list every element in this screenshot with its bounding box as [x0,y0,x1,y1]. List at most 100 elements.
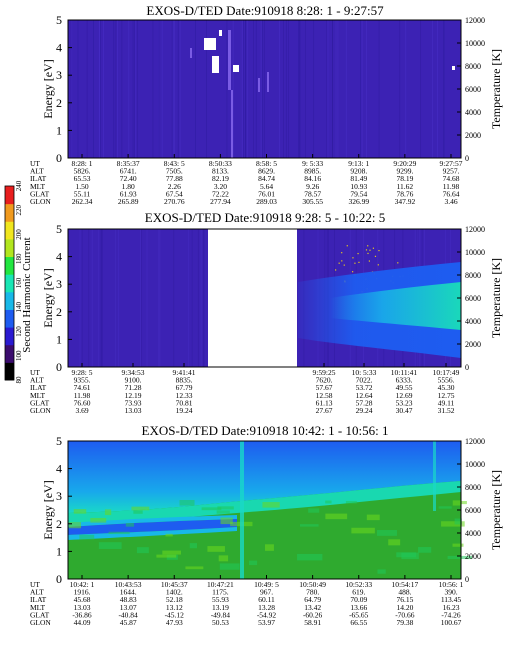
orbit-value: 78.76 [396,189,413,198]
orbit-value: 8133. [212,167,229,176]
panel-2-speck [352,257,354,259]
orbit-value: 9100. [125,376,142,385]
panel-1-streak [298,20,300,158]
orbit-value: 72.40 [120,174,137,183]
orbit-value: 3.46 [444,197,457,206]
orbit-value: 84.74 [258,174,275,183]
temperature-tick-label: 12000 [465,437,485,446]
panel-1-streak [242,20,243,158]
panel-2-streak [188,229,189,367]
panel-1-streak [70,20,72,158]
panel-2-speck [397,262,399,264]
orbit-value: 53.97 [258,618,275,627]
panel-3-lower-band [68,519,237,535]
orbit-value: 11.98 [74,391,91,400]
panel-1-streak [93,20,94,158]
colorbar-band [5,238,14,258]
panel-3-patch [396,552,416,558]
ut-tick-label: 10:50:49 [299,580,326,589]
orbit-value: 13.03 [125,406,142,415]
orbit-value: 58.91 [304,618,321,627]
orbit-row-label: ILAT [30,174,47,183]
panel-3-transition [68,481,461,523]
panel-2-y2label: Temperature [K] [489,258,503,338]
panel-1-gap [204,38,216,50]
ut-tick-label: 9:13: 1 [348,159,369,168]
panel-1-streak [134,20,136,158]
panel-1-streak [117,20,118,158]
orbit-value: 81.49 [350,174,367,183]
panel-1-streak [279,20,280,158]
panel-2-data-gap [208,229,297,367]
panel-3-patch [454,518,462,525]
orbit-value: 84.16 [304,174,321,183]
panel-3-streak [240,441,244,579]
panel-1-streak [195,20,196,158]
energy-tick-label: 0 [56,151,62,165]
orbit-value: 45.87 [120,618,137,627]
panel-3-patch [441,521,465,527]
orbit-row-label: UT [30,580,40,589]
energy-tick-label: 5 [56,434,62,448]
orbit-row-label: ILAT [30,383,47,392]
panel-2-speck [343,264,345,266]
panel-2-streak [197,229,199,367]
panel-3-patch [452,500,461,506]
panel-3-patch [179,500,195,506]
panel-2-yticks: 0 1 2 3 4 5 [56,222,72,374]
panel-1-gap [452,66,455,70]
orbit-value: 13.19 [212,603,229,612]
colorbar-tick-label: 160 [15,277,23,288]
panel-2-streak [81,229,83,367]
panel-3-patch [98,542,122,549]
panel-3-ylabel: Energy [eV] [41,480,55,539]
orbit-row-label: GLAT [30,398,50,407]
panel-2-streak [91,229,93,367]
panel-1-streak [263,20,265,158]
energy-tick-label: 4 [56,41,62,55]
panel-3-patch [189,543,198,549]
orbit-row-label: UT [30,159,40,168]
panel-1-streak [260,20,262,158]
panel-3-patch [325,500,332,504]
orbit-value: -40.84 [118,610,138,619]
temperature-tick-label: 6000 [465,506,481,515]
ut-tick-label: 10:49: 5 [254,580,279,589]
orbit-value: 82.19 [212,174,229,183]
ut-tick-label: 9:28: 5 [71,368,92,377]
temperature-tick-label: 4000 [465,317,481,326]
panel-1-streak [100,20,101,158]
energy-tick-label: 1 [56,123,62,137]
panel-2-title: EXOS-D/TED Date:910918 9:28: 5 - 10:22: … [145,210,385,225]
orbit-value: 100.67 [441,618,462,627]
orbit-value: 265.89 [118,197,139,206]
panel-1-streak [420,20,422,158]
panel-1-streak [206,20,208,158]
orbit-value: 326.99 [348,197,369,206]
orbit-value: 14.20 [396,603,413,612]
panel-3-patch [68,522,82,529]
panel-2-streak [98,229,100,367]
orbit-value: -70.66 [395,610,415,619]
energy-tick-label: 3 [56,68,62,82]
orbit-value: -49.84 [211,610,231,619]
orbit-value: 11.98 [443,182,460,191]
panel-3-patch [79,534,95,540]
orbit-value: 8629. [258,167,275,176]
panel-2-streak [140,229,142,367]
panel-1-title: EXOS-D/TED Date:910918 8:28: 1 - 9:27:57 [146,3,384,18]
panel-2-streak [118,229,119,367]
energy-tick-label: 4 [56,462,62,476]
orbit-value: 9208. [350,167,367,176]
panel-3-y2label: Temperature [K] [489,470,503,550]
panel-2-streak [191,229,193,367]
temperature-tick-label: 10000 [465,39,485,48]
panel-1-tticks: 0 2000 4000 6000 8000 10000 12000 [457,16,485,163]
panel-1-gap [219,30,222,36]
temperature-tick-label: 6000 [465,85,481,94]
orbit-value: 53.23 [396,398,413,407]
orbit-value: 347.92 [395,197,416,206]
colorbar-tick-label: 240 [15,180,23,191]
orbit-value: 8835. [176,376,193,385]
